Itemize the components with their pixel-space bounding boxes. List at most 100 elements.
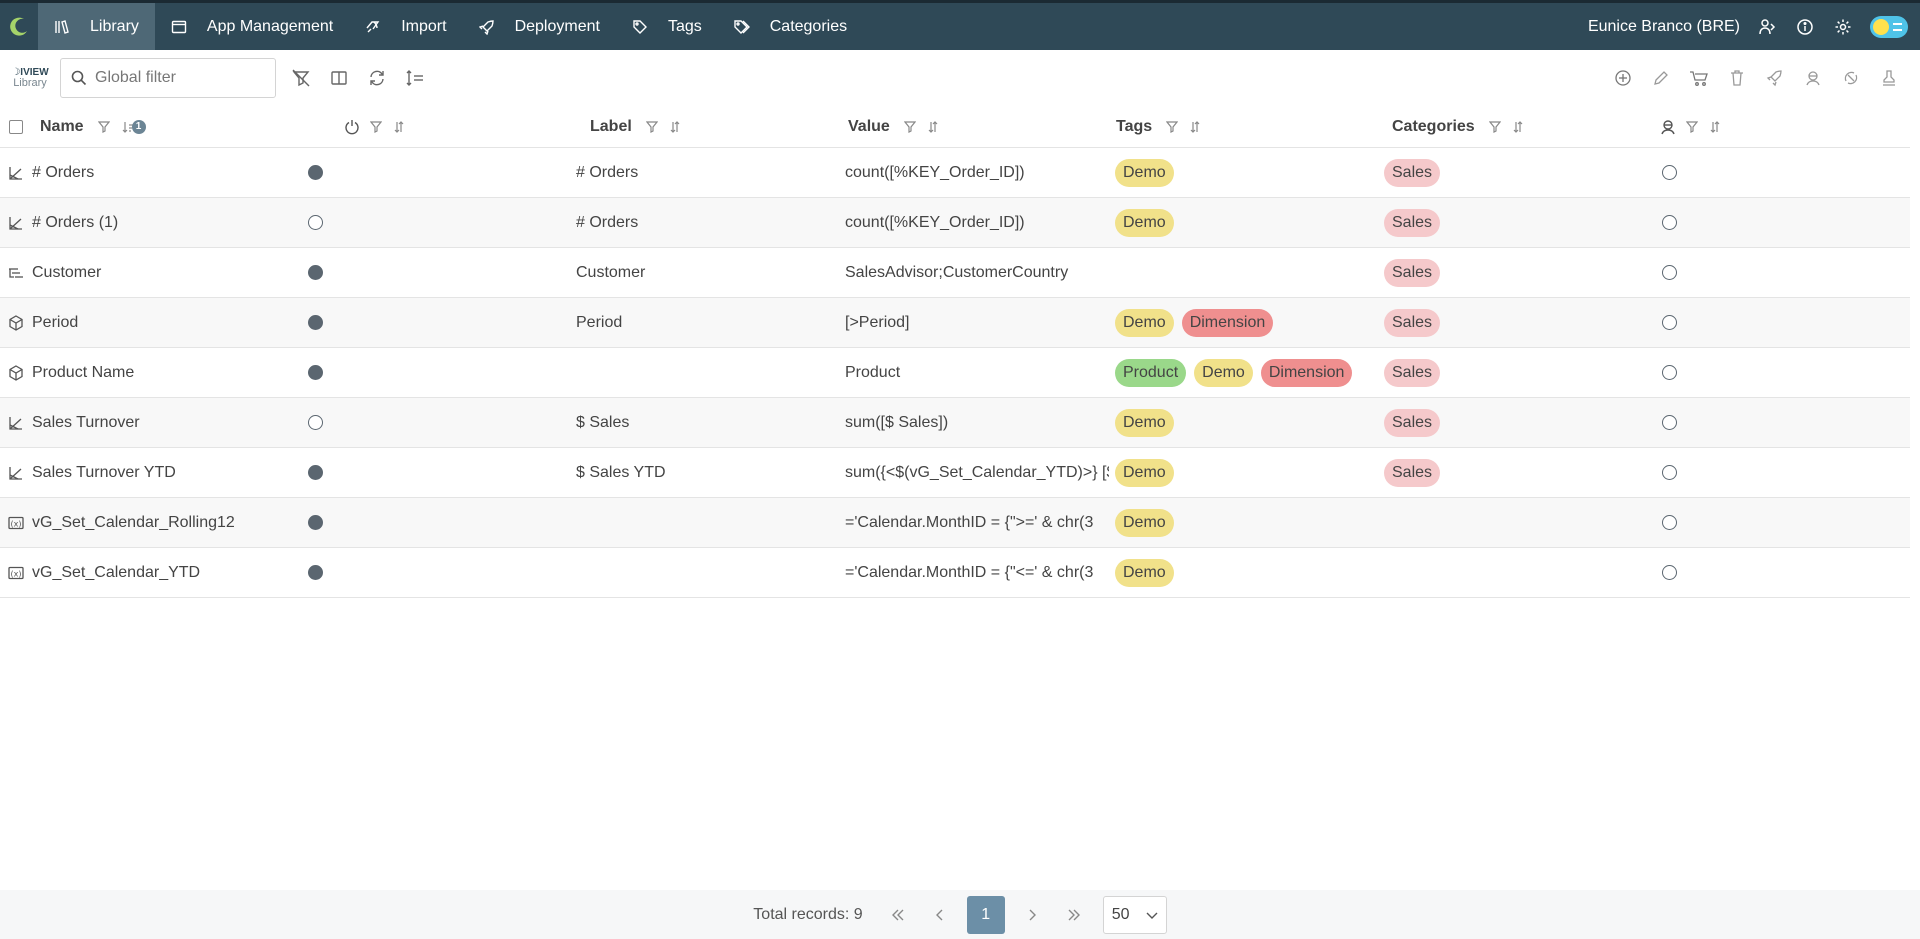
info-icon[interactable] [1786,3,1824,50]
dimension-type-icon [0,314,32,331]
row-height-icon[interactable] [396,58,434,98]
impersonate-icon[interactable] [1748,3,1786,50]
header-tags[interactable]: Tags [1114,118,1390,136]
categories-sort-icon[interactable] [1513,120,1523,133]
row-value-cell: ='Calendar.MonthID = {"<=' & chr(3 [845,564,1115,582]
row-visibility-cell [1662,515,1822,530]
table-row[interactable]: # Orders (1) # Orders count([%KEY_Order_ID… [0,198,1910,248]
row-name: Customer [32,263,102,281]
header-status[interactable] [340,119,576,135]
header-label[interactable]: Label [576,118,846,136]
visibility-radio[interactable] [1662,215,1677,230]
status-active-indicator[interactable] [308,365,323,380]
header-value-text: Value [848,117,890,135]
prev-page-icon[interactable] [921,896,959,934]
user-name[interactable]: Eunice Branco (BRE) [1587,17,1740,35]
table-row[interactable]: Sales Turnover $ Sales sum([$ Sales]) Demo S… [0,398,1910,448]
value-filter-icon[interactable] [903,120,916,133]
table-row[interactable]: (x) vG_Set_Calendar_Rolling12 ='Calendar.M… [0,498,1910,548]
add-icon[interactable] [1604,58,1642,98]
sort-order-badge: 1 [131,119,146,134]
table-row[interactable]: Product Name Product Product Demo Dimension S… [0,348,1910,398]
nav-item-deployment[interactable]: Deployment [463,3,616,50]
table-row[interactable]: # Orders # Orders count([%KEY_Order_ID]) De… [0,148,1910,198]
row-value-cell: count([%KEY_Order_ID]) [845,214,1115,232]
visibility-radio[interactable] [1662,565,1677,580]
status-active-indicator[interactable] [308,565,323,580]
select-all-checkbox[interactable] [9,119,23,134]
name-filter-icon[interactable] [97,120,110,133]
status-active-indicator[interactable] [308,165,323,180]
delete-trash-icon[interactable] [1718,58,1756,98]
chevron-down-icon [1146,912,1158,919]
global-filter[interactable] [60,58,276,98]
table-row[interactable]: Period Period [>Period] Demo Dimension Sales [0,298,1910,348]
edit-pencil-icon[interactable] [1642,58,1680,98]
cart-deploy-icon[interactable] [1680,58,1718,98]
row-visibility-cell [1662,215,1822,230]
visibility-radio[interactable] [1662,515,1677,530]
app-logo[interactable] [0,3,38,50]
header-categories[interactable]: Categories [1390,118,1658,136]
row-visibility-cell [1662,315,1822,330]
row-value-cell: sum([$ Sales]) [845,414,1115,432]
row-tags-cell: Demo [1115,158,1384,187]
visibility-agent-icon[interactable] [1794,58,1832,98]
clear-filter-icon[interactable] [282,58,320,98]
stamp-icon[interactable] [1870,58,1908,98]
nav-item-import[interactable]: Import [349,3,462,50]
current-page-button[interactable]: 1 [966,895,1005,934]
nav-item-library[interactable]: Library [38,3,155,50]
tags-filter-icon[interactable] [1166,120,1179,133]
visibility-radio[interactable] [1662,365,1677,380]
first-page-icon[interactable] [879,896,917,934]
columns-icon[interactable] [320,58,358,98]
visibility-radio[interactable] [1662,315,1677,330]
header-visibility[interactable] [1658,119,1818,135]
status-filter-icon[interactable] [370,120,382,133]
label-sort-icon[interactable] [670,120,680,133]
nav-item-tags[interactable]: Tags [616,3,718,50]
deploy-rocket-icon[interactable] [1756,58,1794,98]
nav-item-categories[interactable]: Categories [718,3,863,50]
row-status-cell [308,165,576,180]
status-active-indicator[interactable] [308,315,323,330]
status-active-indicator[interactable] [308,265,323,280]
tags-sort-icon[interactable] [1190,120,1200,133]
status-sort-icon[interactable] [394,120,404,133]
table-row[interactable]: (x) vG_Set_Calendar_YTD ='Calendar.MonthID… [0,548,1910,598]
table-row[interactable]: Sales Turnover YTD $ Sales YTD sum({<$(vG_… [0,448,1910,498]
page-size-select[interactable]: 50 [1102,895,1167,934]
visibility-filter-icon[interactable] [1686,120,1698,133]
tag-badge: Demo [1115,508,1174,537]
row-categories-cell: Sales [1384,458,1662,487]
visibility-sort-icon[interactable] [1710,120,1720,133]
theme-toggle[interactable] [1870,15,1908,38]
status-inactive-indicator[interactable] [308,415,323,430]
status-inactive-indicator[interactable] [308,215,323,230]
category-badge: Sales [1384,458,1441,487]
label-filter-icon[interactable] [645,120,658,133]
row-name: vG_Set_Calendar_YTD [32,563,201,581]
visibility-radio[interactable] [1662,465,1677,480]
status-active-indicator[interactable] [308,465,323,480]
name-sort-asc-icon[interactable]: 1 [122,119,146,134]
settings-gear-icon[interactable] [1824,3,1862,50]
nav-item-app-management[interactable]: App Management [155,3,349,50]
status-active-indicator[interactable] [308,515,323,530]
categories-filter-icon[interactable] [1488,120,1501,133]
last-page-icon[interactable] [1055,896,1093,934]
global-filter-input[interactable] [95,69,265,87]
sync-link-icon[interactable] [1832,58,1870,98]
category-badge: Sales [1384,258,1441,287]
header-name[interactable]: Name 1 [32,118,340,136]
value-sort-icon[interactable] [928,120,938,133]
refresh-icon[interactable] [358,58,396,98]
visibility-radio[interactable] [1662,265,1677,280]
row-status-cell [308,565,576,580]
next-page-icon[interactable] [1013,896,1051,934]
table-row[interactable]: Customer Customer SalesAdvisor;CustomerCou… [0,248,1910,298]
visibility-radio[interactable] [1662,415,1677,430]
header-value[interactable]: Value [846,118,1114,136]
visibility-radio[interactable] [1662,165,1677,180]
